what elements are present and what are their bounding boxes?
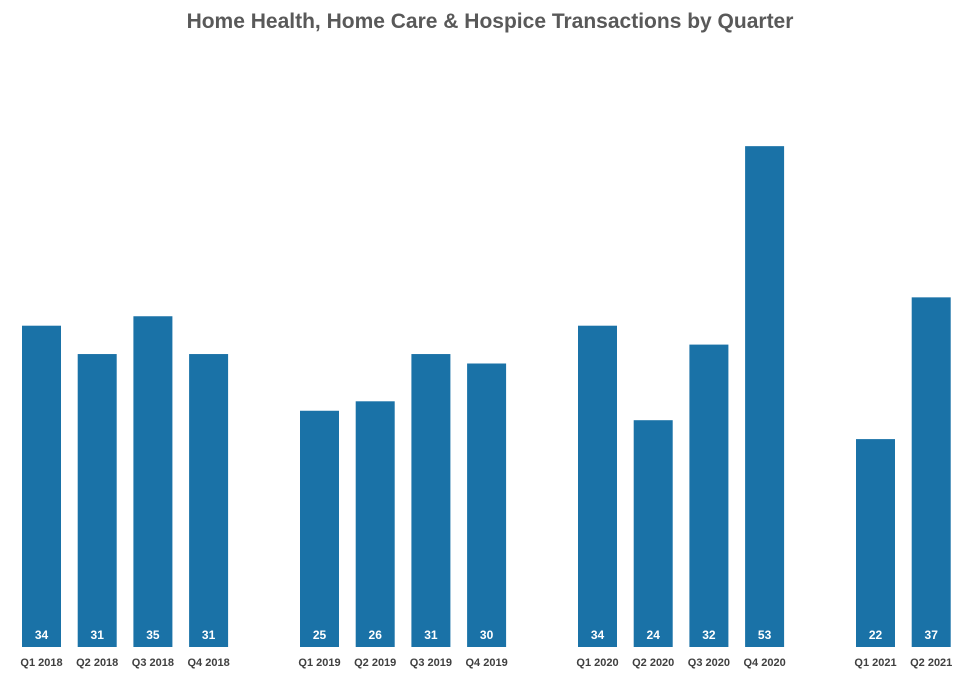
x-tick-label-q4-2018: Q4 2018 (187, 657, 229, 669)
bars-group (22, 146, 951, 647)
bar-q3-2020 (689, 344, 729, 647)
x-tick-label-q1-2018: Q1 2018 (20, 657, 62, 669)
bar-q4-2019 (467, 363, 507, 647)
value-label-q3-2018: 35 (146, 628, 160, 642)
x-tick-label-q4-2020: Q4 2020 (743, 657, 785, 669)
value-label-q3-2020: 32 (702, 628, 716, 642)
bar-q4-2018 (189, 354, 229, 647)
value-label-q4-2020: 53 (758, 628, 772, 642)
bar-q2-2019 (355, 401, 395, 647)
x-tick-label-q3-2020: Q3 2020 (688, 657, 730, 669)
value-label-q4-2019: 30 (480, 628, 494, 642)
bar-q4-2020 (745, 146, 785, 647)
bar-q1-2020 (578, 325, 617, 647)
value-label-q2-2018: 31 (91, 628, 105, 642)
chart-title: Home Health, Home Care & Hospice Transac… (186, 10, 794, 33)
x-tick-label-q2-2019: Q2 2019 (354, 657, 396, 669)
bar-q1-2019 (300, 410, 339, 647)
value-label-q1-2018: 34 (35, 628, 49, 642)
bar-q1-2021 (856, 439, 895, 647)
x-tick-label-q2-2018: Q2 2018 (76, 657, 118, 669)
value-label-q1-2019: 25 (313, 628, 327, 642)
x-tick-label-q3-2018: Q3 2018 (132, 657, 174, 669)
value-labels-group: 34 31 35 31 25 26 31 30 34 24 32 53 22 37 (35, 628, 938, 642)
value-label-q1-2020: 34 (591, 628, 605, 642)
x-tick-label-q3-2019: Q3 2019 (410, 657, 452, 669)
bar-q2-2018 (77, 354, 117, 647)
value-label-q1-2021: 22 (869, 628, 883, 642)
value-label-q4-2018: 31 (202, 628, 216, 642)
bar-q2-2021 (911, 297, 951, 647)
value-label-q3-2019: 31 (424, 628, 438, 642)
bar-q3-2018 (133, 316, 173, 647)
x-tick-label-q2-2020: Q2 2020 (632, 657, 674, 669)
x-tick-labels-group: Q1 2018 Q2 2018 Q3 2018 Q4 2018 Q1 2019 Q2 20… (20, 657, 952, 669)
x-tick-label-q1-2019: Q1 2019 (298, 657, 340, 669)
value-label-q2-2020: 24 (647, 628, 661, 642)
x-tick-label-q4-2019: Q4 2019 (465, 657, 507, 669)
x-tick-label-q1-2021: Q1 2021 (854, 657, 896, 669)
bar-q3-2019 (411, 354, 451, 647)
bar-q2-2020 (633, 420, 673, 647)
x-tick-label-q1-2020: Q1 2020 (576, 657, 618, 669)
x-tick-label-q2-2021: Q2 2021 (910, 657, 952, 669)
value-label-q2-2019: 26 (369, 628, 383, 642)
bar-q1-2018 (22, 325, 61, 647)
value-label-q2-2021: 37 (925, 628, 939, 642)
